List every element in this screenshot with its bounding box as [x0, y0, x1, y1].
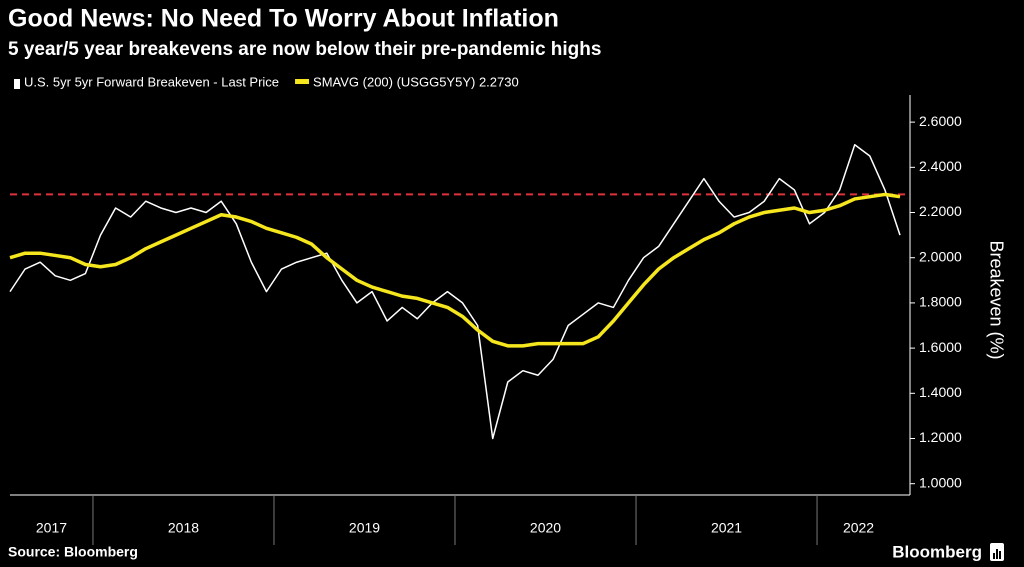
- y-tick-label: 1.0000: [919, 474, 962, 490]
- chart-title: Good News: No Need To Worry About Inflat…: [8, 5, 559, 33]
- x-tick-label: 2019: [349, 520, 380, 536]
- x-tick-label: 2022: [843, 520, 874, 536]
- y-tick-label: 2.2000: [919, 203, 962, 219]
- chart-subtitle: 5 year/5 year breakevens are now below t…: [8, 39, 601, 60]
- y-tick-label: 1.6000: [919, 339, 962, 355]
- y-tick-label: 2.0000: [919, 248, 962, 264]
- source: Source: Bloomberg: [8, 544, 138, 560]
- y-tick-label: 1.4000: [919, 384, 962, 400]
- y-tick-label: 1.2000: [919, 429, 962, 445]
- legend-swatch: [295, 79, 310, 84]
- x-tick-label: 2017: [36, 520, 67, 536]
- legend-swatch: [14, 79, 20, 89]
- series-line: [9, 143, 901, 440]
- legend-label: U.S. 5yr 5yr Forward Breakeven - Last Pr…: [24, 74, 279, 89]
- y-tick-label: 1.8000: [919, 294, 962, 310]
- series-line: [9, 192, 901, 348]
- x-tick-label: 2021: [711, 520, 742, 536]
- legend-label: SMAVG (200) (USGG5Y5Y) 2.2730: [313, 74, 519, 89]
- logo: Bloomberg: [892, 542, 982, 561]
- y-tick-label: 2.4000: [919, 158, 962, 174]
- x-tick-label: 2020: [530, 520, 561, 536]
- x-tick-label: 2018: [168, 520, 199, 536]
- y-axis-label: Breakeven (%): [986, 240, 1006, 359]
- logo-icon: [990, 543, 1004, 561]
- y-tick-label: 2.6000: [919, 113, 962, 129]
